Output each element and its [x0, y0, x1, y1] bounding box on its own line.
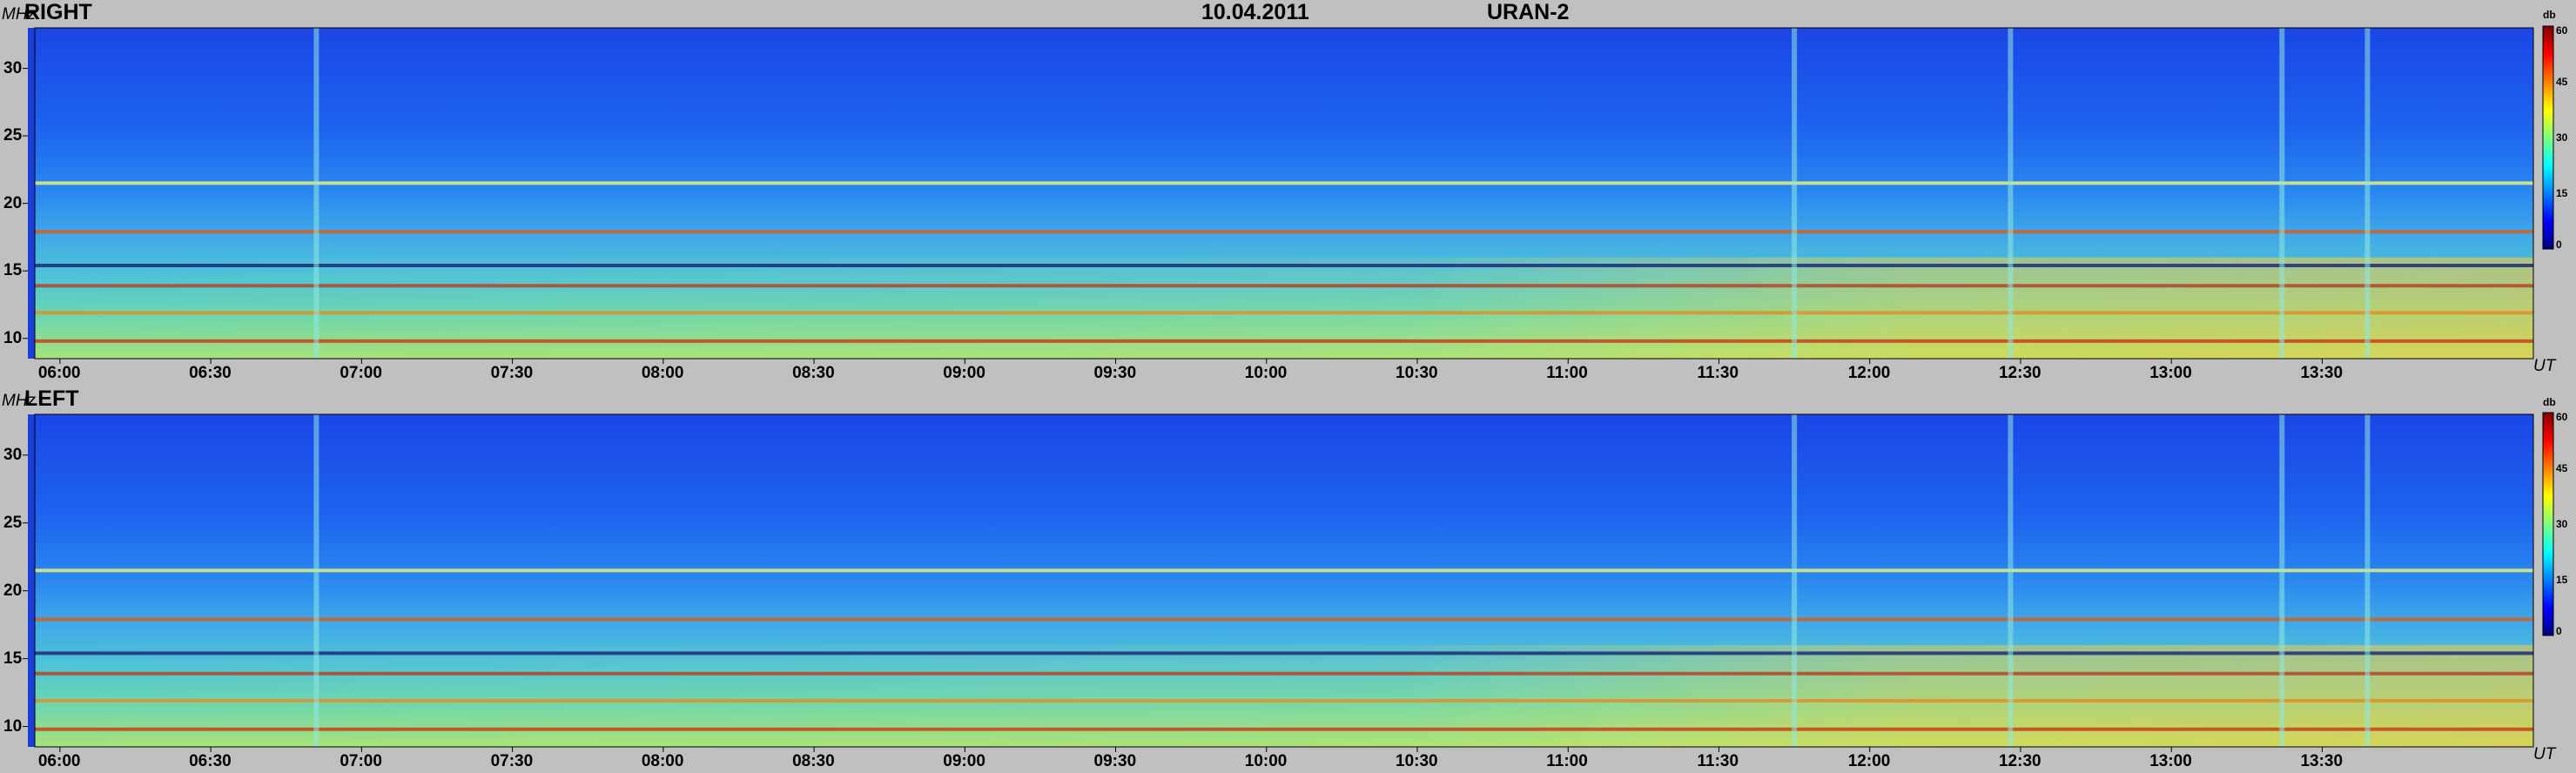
- broadband-stripe: [313, 28, 319, 359]
- broadband-stripe: [2008, 414, 2014, 747]
- x-tick-label: 13:30: [2300, 752, 2344, 770]
- x-axis-unit-label: UT: [2533, 745, 2556, 763]
- x-tick-label: 08:00: [641, 752, 684, 770]
- broadband-stripe: [2364, 28, 2371, 359]
- y-tick-label: 10: [3, 328, 23, 347]
- colorbar-tick-label: 45: [2556, 462, 2568, 474]
- y-tick-label: 25: [3, 513, 23, 532]
- broadband-stripe: [2279, 414, 2285, 747]
- x-tick-label: 09:30: [1093, 364, 1137, 382]
- band-line: [35, 698, 2533, 702]
- x-tick-label: 12:30: [1998, 752, 2041, 770]
- colorbar-tick-label: 30: [2556, 131, 2568, 144]
- x-tick-label: 08:30: [792, 752, 835, 770]
- x-tick-label: 11:30: [1697, 364, 1739, 382]
- x-axis-unit-label: UT: [2533, 357, 2556, 375]
- band-line: [35, 568, 2533, 573]
- x-tick-label: 06:30: [189, 364, 232, 382]
- colorbar-tick-label: 60: [2556, 411, 2568, 423]
- spectrogram-plot: [23, 27, 2534, 364]
- colorbar-tick-label: 15: [2556, 187, 2568, 199]
- y-axis-unit-label: MHz: [2, 392, 37, 410]
- colorbar-gradient: [2542, 412, 2554, 636]
- x-tick-label: 10:30: [1396, 752, 1438, 770]
- x-tick-label: 06:30: [189, 752, 232, 770]
- date-label: 10.04.2011: [1201, 0, 1309, 24]
- band-line: [35, 284, 2533, 288]
- y-tick-label: 15: [3, 261, 23, 280]
- band-line: [35, 181, 2533, 185]
- y-tick-label: 20: [3, 193, 23, 212]
- x-tick-label: 11:00: [1546, 364, 1588, 382]
- x-tick-label: 12:00: [1847, 364, 1891, 382]
- x-tick-label: 13:00: [2149, 364, 2192, 382]
- x-tick-label: 13:00: [2149, 752, 2192, 770]
- x-tick-label: 07:00: [340, 364, 382, 382]
- y-tick-label: 10: [3, 716, 23, 736]
- band-line: [35, 671, 2533, 676]
- x-tick-label: 09:30: [1093, 752, 1137, 770]
- colorbar: [2542, 412, 2554, 636]
- panel-title: RIGHT: [24, 0, 92, 24]
- colorbar-tick-label: 0: [2556, 239, 2562, 251]
- high-intensity-region: [35, 257, 2533, 359]
- colorbar: [2542, 25, 2554, 250]
- x-tick-label: 11:00: [1546, 752, 1588, 770]
- y-axis-unit-label: MHz: [2, 5, 37, 24]
- colorbar-tick-label: 45: [2556, 76, 2568, 88]
- x-tick-label: 07:00: [340, 752, 382, 770]
- x-tick-label: 09:00: [943, 364, 985, 382]
- colorbar-unit-label: db: [2543, 396, 2556, 408]
- x-tick-label: 06:00: [37, 752, 81, 770]
- broadband-stripe: [2364, 414, 2371, 747]
- y-tick-label: 20: [3, 581, 23, 600]
- band-line: [35, 651, 2533, 655]
- x-tick-label: 13:30: [2300, 364, 2344, 382]
- y-tick-label: 30: [3, 58, 23, 77]
- broadband-stripe: [2279, 28, 2285, 359]
- instrument-label: URAN-2: [1487, 0, 1570, 24]
- colorbar-gradient: [2542, 25, 2554, 250]
- plot-frame: [34, 27, 2534, 360]
- panel-title: LEFT: [24, 386, 79, 411]
- left-edge-strip: [28, 28, 35, 359]
- band-line: [35, 263, 2533, 267]
- x-tick-label: 10:30: [1396, 364, 1438, 382]
- x-tick-label: 11:30: [1697, 752, 1739, 770]
- band-line: [35, 617, 2533, 622]
- broadband-stripe: [313, 414, 319, 747]
- x-tick-label: 12:30: [1998, 364, 2041, 382]
- x-tick-label: 07:30: [490, 364, 534, 382]
- high-intensity-region: [35, 645, 2533, 747]
- spectrogram-plot: [23, 413, 2534, 752]
- x-tick-label: 09:00: [943, 752, 985, 770]
- y-tick-label: 15: [3, 649, 23, 668]
- band-line: [35, 311, 2533, 315]
- y-tick-label: 30: [3, 445, 23, 464]
- colorbar-tick-label: 15: [2556, 574, 2568, 586]
- plot-frame: [34, 413, 2534, 748]
- x-tick-label: 10:00: [1244, 364, 1288, 382]
- broadband-stripe: [1792, 28, 1798, 359]
- colorbar-tick-label: 0: [2556, 625, 2562, 637]
- broadband-stripe: [2008, 28, 2014, 359]
- x-tick-label: 10:00: [1244, 752, 1288, 770]
- band-line: [35, 230, 2533, 234]
- broadband-stripe: [1792, 414, 1798, 747]
- x-tick-label: 08:30: [792, 364, 835, 382]
- left-edge-strip: [28, 414, 35, 747]
- colorbar-tick-label: 60: [2556, 24, 2568, 37]
- colorbar-unit-label: db: [2543, 9, 2556, 21]
- x-tick-label: 06:00: [37, 364, 81, 382]
- x-tick-label: 08:00: [641, 364, 684, 382]
- y-tick-label: 25: [3, 126, 23, 145]
- x-tick-label: 07:30: [490, 752, 534, 770]
- colorbar-tick-label: 30: [2556, 518, 2568, 530]
- x-tick-label: 12:00: [1847, 752, 1891, 770]
- band-line: [35, 727, 2533, 731]
- band-line: [35, 339, 2533, 343]
